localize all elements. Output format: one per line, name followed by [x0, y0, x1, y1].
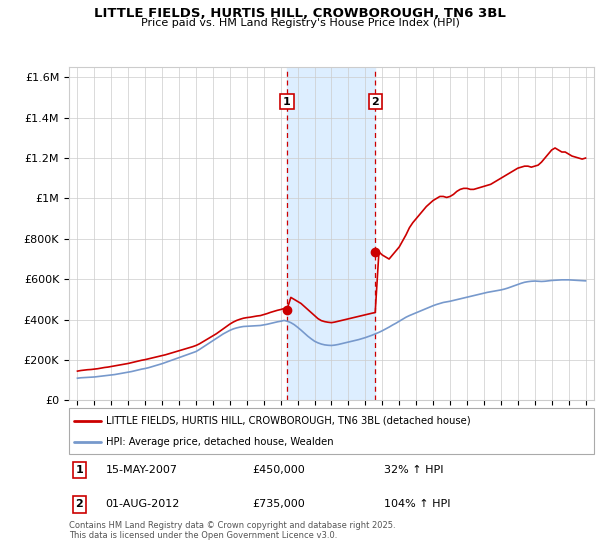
Text: 1: 1	[76, 465, 83, 475]
FancyBboxPatch shape	[69, 408, 594, 454]
Text: 01-AUG-2012: 01-AUG-2012	[106, 500, 180, 510]
Text: £450,000: £450,000	[253, 465, 305, 475]
Text: 15-MAY-2007: 15-MAY-2007	[106, 465, 178, 475]
Text: 2: 2	[371, 96, 379, 106]
Text: Price paid vs. HM Land Registry's House Price Index (HPI): Price paid vs. HM Land Registry's House …	[140, 18, 460, 28]
Text: 104% ↑ HPI: 104% ↑ HPI	[384, 500, 451, 510]
Text: LITTLE FIELDS, HURTIS HILL, CROWBOROUGH, TN6 3BL (detached house): LITTLE FIELDS, HURTIS HILL, CROWBOROUGH,…	[106, 416, 470, 426]
Text: £735,000: £735,000	[253, 500, 305, 510]
Text: 1: 1	[283, 96, 291, 106]
Text: 32% ↑ HPI: 32% ↑ HPI	[384, 465, 443, 475]
Text: Contains HM Land Registry data © Crown copyright and database right 2025.
This d: Contains HM Land Registry data © Crown c…	[69, 521, 395, 540]
Text: LITTLE FIELDS, HURTIS HILL, CROWBOROUGH, TN6 3BL: LITTLE FIELDS, HURTIS HILL, CROWBOROUGH,…	[94, 7, 506, 20]
Bar	[287, 67, 375, 400]
Text: 2: 2	[76, 500, 83, 510]
Text: HPI: Average price, detached house, Wealden: HPI: Average price, detached house, Weal…	[106, 437, 334, 447]
